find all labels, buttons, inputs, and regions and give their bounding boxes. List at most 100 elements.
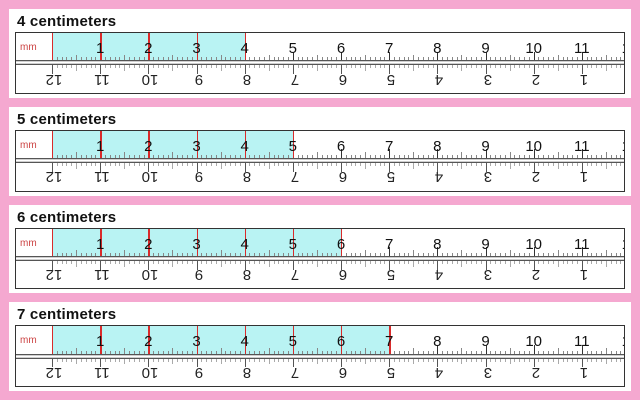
bottom-number-3-10: 10	[142, 364, 159, 381]
bottom-number-2-7: 7	[291, 266, 299, 283]
tick-bottom-35	[221, 162, 222, 169]
panel-title-0: 4 centimeters	[17, 13, 625, 30]
red-boundary-1-0	[52, 131, 53, 159]
top-number-3-12: 12	[622, 333, 624, 350]
red-boundary-3-0	[52, 326, 53, 354]
top-number-3-11: 11	[574, 333, 590, 350]
bottom-number-2-5: 5	[387, 266, 395, 283]
tick-bottom-75	[413, 260, 414, 267]
ruler-box-0[interactable]: mm123456789101112121110987654321	[15, 32, 625, 94]
top-number-0-5: 5	[289, 40, 297, 57]
ruler-bottom-scale-0: 12 11 10 9 8 7 6 5 4 3 2 1	[16, 64, 624, 92]
tick-bottom-25	[172, 64, 173, 71]
ruler-top-scale-1: mm123456789101112	[16, 131, 624, 159]
panel-inner: 6 centimetersmm1234567891011121211109876…	[9, 205, 631, 294]
top-number-1-11: 11	[574, 138, 590, 155]
ruler-box-1[interactable]: mm123456789101112121110987654321	[15, 130, 625, 192]
bottom-number-3-11: 11	[94, 364, 110, 381]
top-number-2-3: 3	[192, 236, 200, 253]
panel-inner: 5 centimetersmm1234567891011121211109876…	[9, 107, 631, 196]
top-baseline-3	[16, 354, 624, 355]
bottom-number-3-9: 9	[194, 364, 202, 381]
bottom-number-0-6: 6	[339, 70, 347, 87]
bottom-baseline-3	[16, 358, 624, 359]
bottom-number-0-4: 4	[435, 70, 443, 87]
tick-bottom-45	[269, 162, 270, 169]
bottom-number-0-2: 2	[531, 70, 539, 87]
ruler-box-2[interactable]: mm123456789101112121110987654321	[15, 228, 625, 290]
bottom-number-3-12: 12	[46, 364, 63, 381]
tick-bottom-15	[124, 64, 125, 71]
panel-title-2: 6 centimeters	[17, 209, 625, 226]
bottom-number-3-2: 2	[531, 364, 539, 381]
tick-bottom-45	[269, 260, 270, 267]
top-number-2-5: 5	[289, 236, 297, 253]
tick-bottom-115	[606, 64, 607, 71]
tick-bottom-5	[76, 260, 77, 267]
top-number-3-4: 4	[240, 333, 248, 350]
top-number-3-5: 5	[289, 333, 297, 350]
ruler-box-3[interactable]: mm123456789101112121110987654321	[15, 325, 625, 387]
bottom-number-1-5: 5	[387, 168, 395, 185]
tick-bottom-115	[606, 358, 607, 365]
bottom-number-0-11: 11	[94, 70, 110, 87]
tick-bottom-85	[461, 358, 462, 365]
tick-bottom-15	[124, 260, 125, 267]
bottom-number-2-4: 4	[435, 266, 443, 283]
tick-bottom-35	[221, 358, 222, 365]
bottom-number-1-6: 6	[339, 168, 347, 185]
bottom-number-1-1: 1	[580, 168, 588, 185]
bottom-number-2-3: 3	[483, 266, 491, 283]
tick-bottom-65	[365, 260, 366, 267]
bottom-number-1-12: 12	[46, 168, 63, 185]
top-number-1-5: 5	[289, 138, 297, 155]
top-number-2-1: 1	[96, 236, 104, 253]
bottom-baseline-0	[16, 64, 624, 65]
bottom-number-3-4: 4	[435, 364, 443, 381]
bottom-number-2-11: 11	[94, 266, 110, 283]
top-number-2-2: 2	[144, 236, 152, 253]
tick-bottom-25	[172, 162, 173, 169]
top-number-1-12: 12	[622, 138, 624, 155]
tick-bottom-75	[413, 358, 414, 365]
ruler-panel-5cm: 5 centimetersmm1234567891011121211109876…	[6, 104, 634, 199]
bottom-number-1-3: 3	[483, 168, 491, 185]
top-number-3-2: 2	[144, 333, 152, 350]
tick-bottom-55	[317, 358, 318, 365]
tick-bottom-75	[413, 64, 414, 71]
bottom-number-1-2: 2	[531, 168, 539, 185]
bottom-number-3-8: 8	[242, 364, 250, 381]
bottom-number-0-1: 1	[580, 70, 588, 87]
ruler-panel-4cm: 4 centimetersmm1234567891011121211109876…	[6, 6, 634, 101]
ruler-comparison-app: 4 centimetersmm1234567891011121211109876…	[0, 0, 640, 400]
tick-bottom-35	[221, 260, 222, 267]
bottom-number-2-12: 12	[46, 266, 63, 283]
bottom-number-1-4: 4	[435, 168, 443, 185]
top-number-2-4: 4	[240, 236, 248, 253]
bottom-number-3-7: 7	[291, 364, 299, 381]
ruler-panel-6cm: 6 centimetersmm1234567891011121211109876…	[6, 202, 634, 297]
bottom-baseline-1	[16, 162, 624, 163]
tick-bottom-95	[510, 162, 511, 169]
bottom-number-0-3: 3	[483, 70, 491, 87]
tick-bottom-65	[365, 162, 366, 169]
panel-inner: 4 centimetersmm1234567891011121211109876…	[9, 9, 631, 98]
bottom-number-1-7: 7	[291, 168, 299, 185]
tick-bottom-115	[606, 260, 607, 267]
top-number-1-3: 3	[192, 138, 200, 155]
tick-bottom-45	[269, 358, 270, 365]
bottom-number-1-11: 11	[94, 168, 110, 185]
top-number-2-12: 12	[622, 236, 624, 253]
top-number-0-3: 3	[192, 40, 200, 57]
mm-label-2: mm	[20, 238, 37, 249]
tick-bottom-105	[558, 358, 559, 365]
bottom-number-0-7: 7	[291, 70, 299, 87]
bottom-number-2-6: 6	[339, 266, 347, 283]
top-number-0-12: 12	[622, 40, 624, 57]
top-number-1-4: 4	[240, 138, 248, 155]
top-number-3-1: 1	[96, 333, 104, 350]
tick-bottom-15	[124, 162, 125, 169]
tick-bottom-15	[124, 358, 125, 365]
top-number-0-10: 10	[525, 40, 542, 57]
top-number-0-9: 9	[481, 40, 489, 57]
